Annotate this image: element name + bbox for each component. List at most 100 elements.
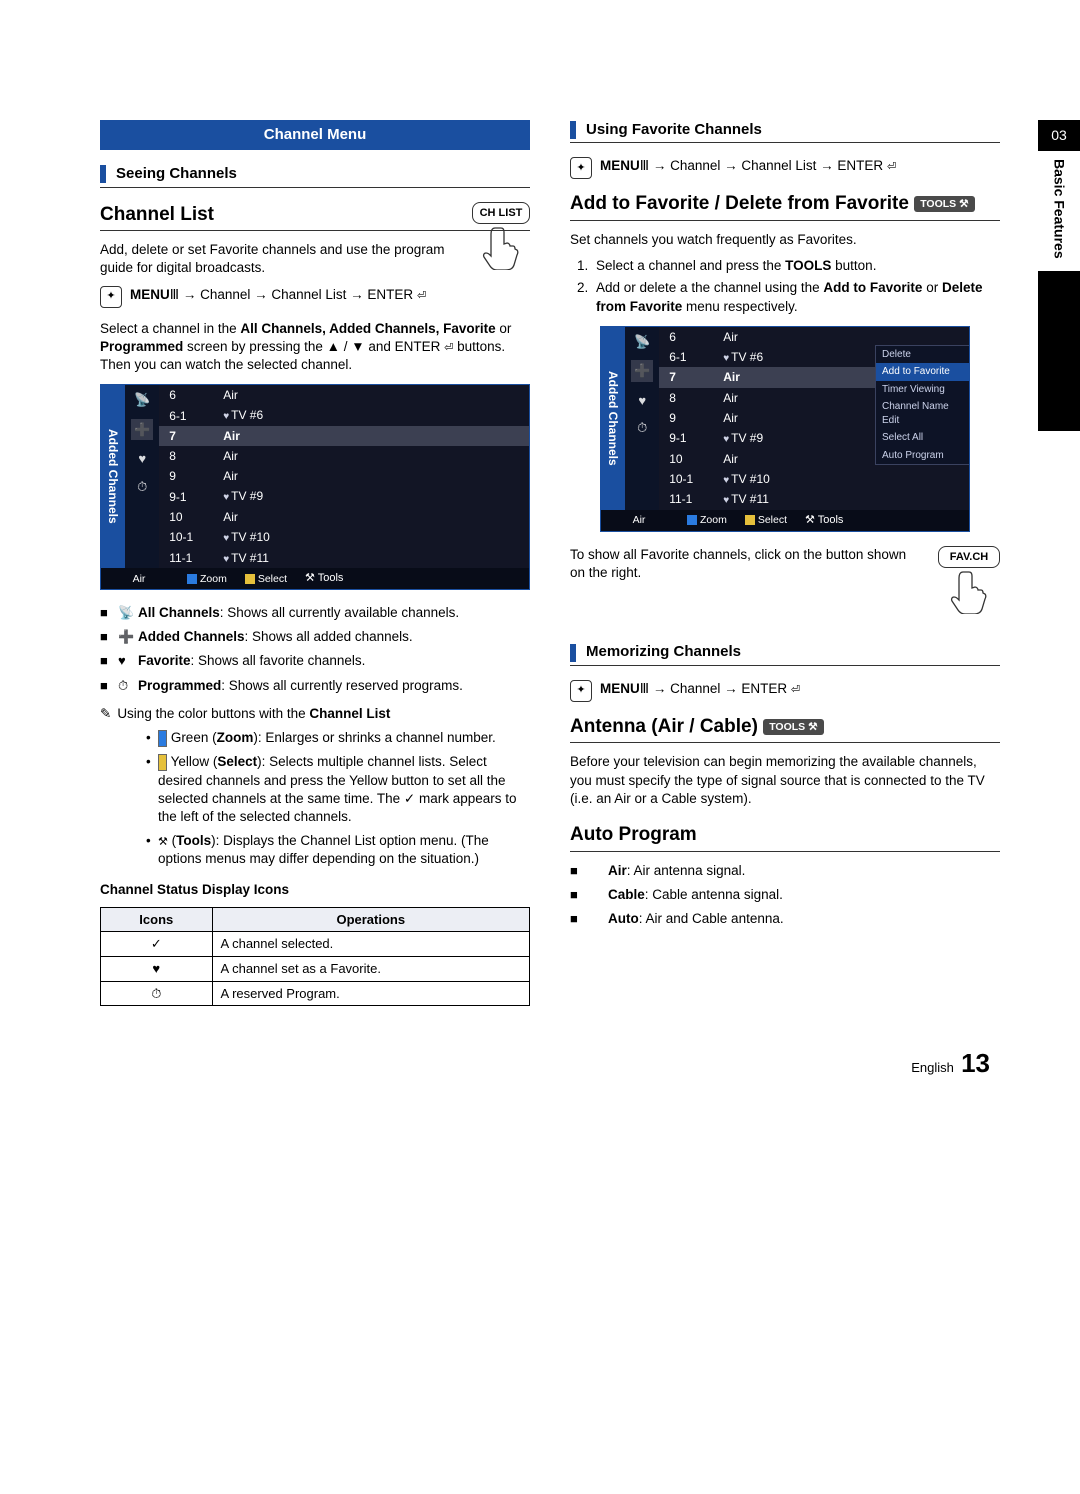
clock-icon: ⏱: [637, 419, 647, 437]
icons-col-header: Icons: [101, 907, 213, 932]
context-menu-item: Delete: [876, 346, 970, 364]
channel-row: 10-1♥TV #10: [159, 527, 529, 548]
antenna-heading: Antenna (Air / Cable) TOOLS ⚒: [570, 714, 1000, 744]
list-item: Auto: Air and Cable antenna.: [570, 910, 1000, 928]
panel-select-key: Select: [245, 572, 287, 586]
antenna-icon: 📡: [634, 333, 650, 351]
panel-footer: Air Zoom Select ⚒ Tools: [101, 568, 529, 589]
plus-icon: ➕: [131, 419, 153, 441]
favorite-steps-list: Select a channel and press the TOOLS but…: [570, 257, 1000, 316]
side-bar-accent: [1038, 271, 1080, 431]
heart-icon: ♥: [638, 392, 646, 410]
right-column: Using Favorite Channels ✦ MENUⅢ → Channe…: [570, 120, 1000, 1006]
channel-row: 9-1♥TV #9: [159, 486, 529, 507]
note-icon: ✎: [100, 705, 111, 723]
note-text: Using the color buttons with the Channel…: [117, 705, 390, 723]
auto-program-heading: Auto Program: [570, 822, 1000, 852]
channel-row: 10-1♥TV #10: [659, 469, 969, 490]
hand-icon: [949, 568, 989, 614]
menu-path-memorizing: ✦ MENUⅢ → Channel → ENTER ⏎: [570, 680, 1000, 702]
favch-note-block: To show all Favorite channels, click on …: [570, 546, 1000, 615]
context-menu-item: Add to Favorite: [876, 363, 970, 381]
plus-icon: ➕: [631, 360, 653, 382]
channel-status-icons-table: Icons Operations ✓A channel selected.♥A …: [100, 907, 530, 1006]
channel-types-list: 📡All Channels: Shows all currently avail…: [100, 604, 530, 695]
chapter-number: 03: [1038, 120, 1080, 151]
tools-badge: TOOLS ⚒: [914, 196, 974, 212]
channel-menu-banner: Channel Menu: [100, 120, 530, 150]
chlist-remote-diagram: CH LIST: [472, 202, 530, 271]
menu-path-text: MENUⅢ → Channel → Channel List → ENTER ⏎: [130, 286, 426, 304]
channel-row: 6-1♥TV #6: [159, 405, 529, 426]
panel-footer: Air Zoom Select ⚒ Tools: [601, 510, 969, 531]
context-menu-item: Timer Viewing: [876, 381, 970, 399]
list-item: Air: Air antenna signal.: [570, 862, 1000, 880]
panel-side-label: Added Channels: [601, 327, 625, 510]
menu-path-channel-list: ✦ MENUⅢ → Channel → Channel List → ENTER…: [100, 286, 530, 308]
set-favorites-text: Set channels you watch frequently as Fav…: [570, 231, 1000, 249]
chapter-side-tab: 03 Basic Features: [1038, 120, 1080, 431]
auto-program-list: Air: Air antenna signal.Cable: Cable ant…: [570, 862, 1000, 929]
panel-side-label: Added Channels: [101, 385, 125, 568]
channel-row: 7Air: [159, 426, 529, 446]
menu-path-text: MENUⅢ → Channel → ENTER ⏎: [600, 680, 800, 698]
chlist-button-label: CH LIST: [472, 202, 530, 225]
favch-note-text: To show all Favorite channels, click on …: [570, 546, 918, 582]
table-row: ⏱A reserved Program.: [101, 981, 530, 1006]
menu-icon: ✦: [570, 157, 592, 179]
page-footer: English 13: [0, 1046, 1080, 1111]
clock-icon: ⏱: [137, 478, 147, 496]
panel-select-key: Select: [745, 513, 787, 527]
list-item: ♥Favorite: Shows all favorite channels.: [100, 652, 530, 670]
panel-tools-key: ⚒ Tools: [305, 571, 343, 586]
list-item: Select a channel and press the TOOLS but…: [592, 257, 1000, 275]
tools-badge: TOOLS ⚒: [763, 719, 823, 735]
panel-zoom-key: Zoom: [687, 513, 727, 527]
panel-zoom-key: Zoom: [187, 572, 227, 586]
antenna-icon: 📡: [134, 391, 150, 409]
list-item: Yellow (Select): Selects multiple channe…: [146, 753, 530, 826]
menu-icon: ✦: [570, 680, 592, 702]
favch-remote-diagram: FAV.CH: [938, 546, 1000, 615]
channel-list-intro: Add, delete or set Favorite channels and…: [100, 241, 530, 277]
select-channel-paragraph: Select a channel in the All Channels, Ad…: [100, 320, 530, 375]
panel-rows: 6Air6-1♥TV #67Air8Air9Air9-1♥TV #910Air1…: [159, 385, 529, 568]
menu-icon: ✦: [100, 286, 122, 308]
channel-row: 6Air: [159, 385, 529, 405]
menu-path-text: MENUⅢ → Channel → Channel List → ENTER ⏎: [600, 157, 896, 175]
favch-button-label: FAV.CH: [938, 546, 1000, 569]
list-item: 📡All Channels: Shows all currently avail…: [100, 604, 530, 622]
channel-row: 11-1♥TV #11: [659, 489, 969, 510]
favorite-channel-panel: Added Channels 📡 ➕ ♥ ⏱ 6Air6-1♥TV #67Air…: [600, 326, 970, 532]
list-item: Add or delete a the channel using the Ad…: [592, 279, 1000, 315]
channel-row: 10Air: [159, 507, 529, 527]
panel-tools-key: ⚒ Tools: [805, 513, 843, 528]
list-item: Green (Zoom): Enlarges or shrinks a chan…: [146, 729, 530, 747]
using-favorite-heading: Using Favorite Channels: [570, 120, 1000, 143]
add-to-favorite-heading: Add to Favorite / Delete from Favorite T…: [570, 191, 1000, 221]
context-menu-item: Auto Program: [876, 447, 970, 465]
chapter-title: Basic Features: [1050, 151, 1069, 271]
list-item: ➕Added Channels: Shows all added channel…: [100, 628, 530, 646]
left-column: Channel Menu Seeing Channels CH LIST Cha…: [100, 120, 530, 1006]
context-menu-item: Channel Name Edit: [876, 398, 970, 429]
panel-filter-icons: 📡 ➕ ♥ ⏱: [625, 327, 659, 510]
context-menu: DeleteAdd to FavoriteTimer ViewingChanne…: [875, 345, 970, 466]
panel-source: Air: [609, 513, 669, 527]
seeing-channels-heading: Seeing Channels: [100, 164, 530, 187]
menu-path-favorite: ✦ MENUⅢ → Channel → Channel List → ENTER…: [570, 157, 1000, 179]
antenna-paragraph: Before your television can begin memoriz…: [570, 753, 1000, 808]
table-row: ♥A channel set as a Favorite.: [101, 956, 530, 981]
panel-source: Air: [109, 572, 169, 586]
channel-row: 11-1♥TV #11: [159, 548, 529, 569]
channel-row: 9Air: [159, 466, 529, 486]
icons-table-title: Channel Status Display Icons: [100, 881, 530, 899]
context-menu-item: Select All: [876, 429, 970, 447]
heart-icon: ♥: [138, 450, 146, 468]
memorizing-heading: Memorizing Channels: [570, 642, 1000, 665]
operations-col-header: Operations: [212, 907, 529, 932]
list-item: ⚒ (Tools): Displays the Channel List opt…: [146, 832, 530, 868]
hand-icon: [481, 224, 521, 270]
table-row: ✓A channel selected.: [101, 932, 530, 957]
channel-list-heading: Channel List: [100, 202, 530, 232]
